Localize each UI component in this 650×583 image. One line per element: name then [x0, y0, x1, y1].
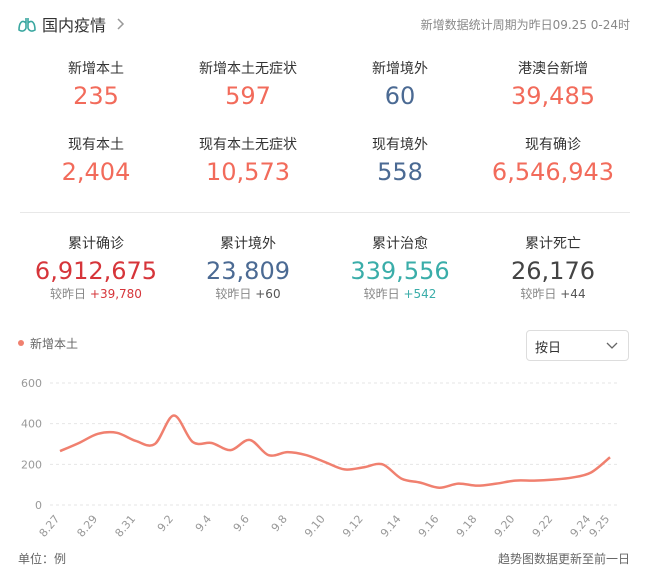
dropdown[interactable]: 按日 [526, 330, 629, 361]
period-note: 新增数据统计周期为昨日09.25 0-24时 [420, 18, 630, 32]
compare-label: 较昨日 [215, 287, 252, 301]
compare-label: 较昨日 [363, 287, 400, 301]
x-tick-label: 8.27 [37, 513, 63, 540]
lung-icon [18, 18, 36, 32]
stat-value: 10,573 [206, 158, 290, 186]
y-tick-label: 400 [21, 418, 42, 431]
stat-value: 558 [377, 158, 423, 186]
compare-delta: +542 [403, 287, 437, 301]
stat: 累计治愈 339,556 较昨日 +542 [324, 233, 476, 302]
stat-label: 累计死亡 [525, 236, 581, 252]
x-tick-label: 9.8 [269, 513, 290, 535]
x-tick-label: 9.24 [568, 513, 594, 540]
stat-value: 23,809 [206, 257, 290, 285]
stat-value: 2,404 [61, 158, 131, 186]
x-tick-label: 8.31 [112, 513, 138, 540]
stat-value: 339,556 [350, 257, 450, 285]
compare-delta: +39,780 [89, 287, 142, 301]
stat: 现有境外 558 [324, 134, 476, 186]
legend: 新增本土 [30, 337, 79, 351]
separator [20, 212, 630, 213]
stat: 累计境外 23,809 较昨日 +60 [172, 233, 324, 302]
compare-label: 较昨日 [520, 287, 557, 301]
x-tick-label: 9.4 [193, 513, 214, 535]
x-tick-label: 9.6 [231, 513, 252, 535]
stat-label: 现有本土无症状 [199, 137, 297, 153]
stat-label: 港澳台新增 [518, 61, 588, 77]
stat-label: 累计确诊 [68, 236, 124, 252]
stat-label: 现有境外 [372, 137, 428, 153]
x-tick-label: 9.22 [530, 513, 556, 540]
dropdown-arrow[interactable] [606, 342, 618, 350]
compare-delta: +60 [255, 287, 281, 301]
compare-line: 较昨日 +39,780 [20, 285, 172, 302]
stat-value: 6,912,675 [34, 257, 158, 285]
compare-line: 较昨日 +542 [324, 285, 476, 302]
stat: 新增境外 60 [324, 58, 476, 110]
stat-label: 累计治愈 [372, 236, 428, 252]
y-tick-label: 600 [21, 377, 42, 390]
stat: 新增本土 235 [20, 58, 172, 110]
stat: 累计死亡 26,176 较昨日 +44 [477, 233, 629, 302]
stat-label: 新增本土 [68, 61, 124, 77]
x-tick-label: 9.10 [302, 513, 328, 540]
stat-label: 新增本土无症状 [199, 61, 297, 77]
compare-line: 较昨日 +60 [172, 285, 324, 302]
line [59, 414, 611, 489]
stat: 港澳台新增 39,485 [477, 58, 629, 110]
stat-value: 60 [384, 82, 416, 110]
x-tick-label: 9.16 [416, 513, 442, 540]
stat-value: 39,485 [511, 82, 595, 110]
stat: 累计确诊 6,912,675 较昨日 +39,780 [20, 233, 172, 302]
x-tick-label: 8.29 [75, 513, 101, 540]
stat: 现有确诊 6,546,943 [477, 134, 629, 186]
y-tick-label: 200 [21, 458, 42, 471]
stat: 新增本土无症状 597 [172, 58, 324, 110]
stat-value: 597 [225, 82, 271, 110]
legend-dot [18, 340, 24, 346]
stat-label: 现有本土 [68, 137, 124, 153]
title[interactable]: 国内疫情 [42, 16, 107, 35]
stat: 现有本土 2,404 [20, 134, 172, 186]
chevron[interactable] [116, 17, 126, 31]
unit: 单位：例 [18, 552, 67, 566]
update-note: 趋势图数据更新至前一日 [497, 552, 630, 566]
stat-value: 6,546,943 [491, 158, 615, 186]
y-tick-label: 0 [35, 499, 42, 512]
stat: 现有本土无症状 10,573 [172, 134, 324, 186]
stat-label: 现有确诊 [525, 137, 581, 153]
x-tick-label: 9.2 [155, 513, 176, 535]
stat-label: 累计境外 [220, 236, 276, 252]
stat-value: 26,176 [511, 257, 595, 285]
compare-line: 较昨日 +44 [477, 285, 629, 302]
dropdown-label[interactable]: 按日 [535, 341, 562, 356]
x-tick-label: 9.14 [378, 513, 404, 540]
x-tick-label: 9.18 [454, 513, 480, 540]
compare-delta: +44 [560, 287, 586, 301]
x-tick-label: 9.12 [340, 513, 366, 540]
stat-label: 新增境外 [372, 61, 428, 77]
compare-label: 较昨日 [50, 287, 87, 301]
x-tick-label: 9.20 [492, 513, 518, 540]
x-tick-label: 9.25 [587, 513, 613, 540]
stat-value: 235 [73, 82, 119, 110]
